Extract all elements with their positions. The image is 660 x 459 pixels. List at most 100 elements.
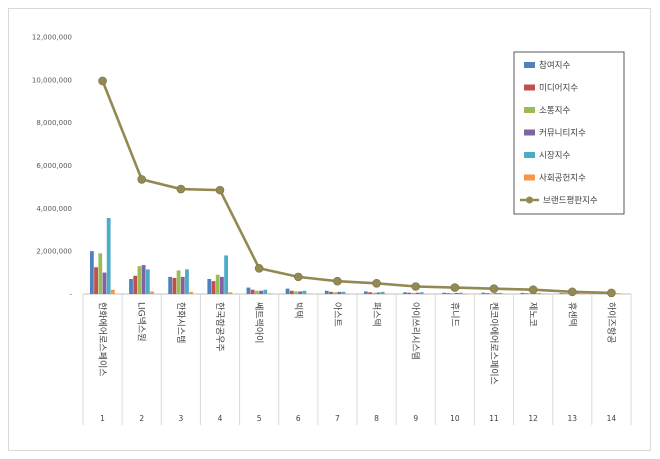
bar-미디어지수 (250, 289, 255, 294)
bars-layer (89, 217, 624, 295)
bar-시장지수 (380, 291, 385, 294)
line-series-point (137, 175, 147, 184)
bar-사회공헌지수 (267, 293, 272, 294)
bar-시장지수 (459, 292, 463, 294)
bar-소통지수 (333, 292, 338, 294)
bar-참여지수 (285, 288, 290, 294)
category-index-label: 12 (528, 414, 538, 423)
category-index-label: 13 (568, 414, 578, 423)
bar-미디어지수 (407, 292, 412, 294)
bar-커뮤니티지수 (454, 292, 459, 294)
bar-소통지수 (176, 270, 181, 294)
bar-사회공헌지수 (306, 293, 311, 295)
bar-참여지수 (442, 292, 447, 294)
bar-미디어지수 (524, 293, 529, 294)
category-index-label: 11 (489, 414, 499, 423)
bar-참여지수 (363, 291, 368, 294)
bar-소통지수 (215, 274, 220, 294)
bar-소통지수 (137, 266, 142, 294)
legend-line-marker (526, 196, 533, 204)
line-series-point (411, 282, 421, 291)
line-series-point (98, 76, 107, 86)
bar-시장지수 (498, 292, 502, 294)
bar-참여지수 (129, 279, 133, 294)
y-tick-label: 6,000,000 (36, 162, 72, 170)
line-series-point (293, 272, 303, 282)
bar-미디어지수 (485, 293, 490, 294)
bar-사회공헌지수 (345, 293, 350, 295)
category-index-label: 2 (139, 414, 144, 423)
line-series-point (567, 287, 577, 297)
bar-소통지수 (450, 293, 455, 294)
category-label: 휴센텍 (566, 302, 577, 327)
bar-미디어지수 (289, 290, 294, 294)
bar-참여지수 (246, 287, 251, 294)
bar-시장지수 (576, 293, 581, 294)
category-index-label: 1 (100, 414, 105, 423)
bar-시장지수 (615, 293, 620, 294)
y-tick-label: 4,000,000 (36, 205, 72, 213)
bar-커뮤니티지수 (376, 292, 381, 294)
category-label: LIG넥스원 (136, 302, 147, 341)
bar-시장지수 (263, 289, 268, 294)
bar-미디어지수 (172, 277, 177, 294)
legend-swatch (524, 84, 535, 91)
bar-참여지수 (481, 292, 486, 294)
bar-미디어지수 (211, 281, 216, 294)
bar-커뮤니티지수 (533, 293, 537, 294)
y-tick-label: 2,000,000 (36, 248, 72, 256)
legend-swatch (524, 62, 535, 68)
bar-사회공헌지수 (541, 293, 546, 295)
category-label: 빅텍 (292, 302, 303, 319)
legend-label: 미디어지수 (539, 83, 578, 94)
category-index-label: 7 (335, 414, 340, 423)
chart-frame: - 2,000,000 4,000,000 6,000,000 8,000,000 10,… (8, 8, 651, 451)
line-series-point (450, 283, 460, 292)
bar-소통지수 (489, 293, 494, 294)
bar-사회공헌지수 (463, 293, 468, 295)
bar-참여지수 (403, 292, 407, 294)
bar-시장지수 (419, 292, 424, 294)
legend-swatch (524, 174, 535, 181)
legend-swatch (524, 152, 535, 158)
y-tick-label: 12,000,000 (32, 34, 72, 42)
category-label: 하이즈항공 (605, 302, 616, 343)
bar-미디어지수 (368, 292, 372, 294)
bar-커뮤니티지수 (220, 276, 224, 294)
legend-label: 브랜드평판지수 (543, 195, 598, 206)
bar-시장지수 (224, 255, 228, 294)
bar-소통지수 (98, 253, 103, 294)
category-index-label: 4 (218, 414, 223, 423)
bar-커뮤니티지수 (337, 291, 342, 294)
bar-커뮤니티지수 (259, 290, 263, 294)
bar-시장지수 (302, 290, 307, 294)
category-label: 제노코 (527, 302, 538, 327)
bar-소통지수 (411, 292, 416, 294)
bar-미디어지수 (563, 293, 568, 294)
legend-label: 커뮤니티지수 (539, 128, 586, 139)
bar-커뮤니티지수 (494, 293, 498, 294)
category-index-label: 10 (450, 414, 460, 423)
bar-소통지수 (294, 291, 298, 294)
category-label: 쎄트렉아이 (253, 302, 264, 343)
bar-소통지수 (372, 292, 377, 294)
category-index-label: 5 (257, 414, 262, 423)
legend-label: 참여지수 (539, 60, 570, 71)
line-series-point (176, 184, 186, 194)
bar-커뮤니티지수 (141, 265, 146, 294)
bar-시장지수 (185, 269, 189, 294)
category-index-label: 9 (413, 414, 418, 423)
bar-사회공헌지수 (424, 293, 428, 295)
bar-참여지수 (520, 292, 525, 294)
y-tick-label: 10,000,000 (32, 76, 72, 84)
line-series-point (254, 263, 264, 273)
bar-참여지수 (207, 279, 212, 294)
bar-커뮤니티지수 (415, 292, 420, 294)
category-label: 한화에어로스페이스 (97, 302, 108, 377)
bar-미디어지수 (133, 275, 138, 294)
line-series-point (607, 288, 616, 298)
chart-svg: - 2,000,000 4,000,000 6,000,000 8,000,000 10,… (32, 34, 632, 425)
line-layer (98, 76, 616, 298)
legend-label: 사회공헌지수 (539, 174, 586, 184)
